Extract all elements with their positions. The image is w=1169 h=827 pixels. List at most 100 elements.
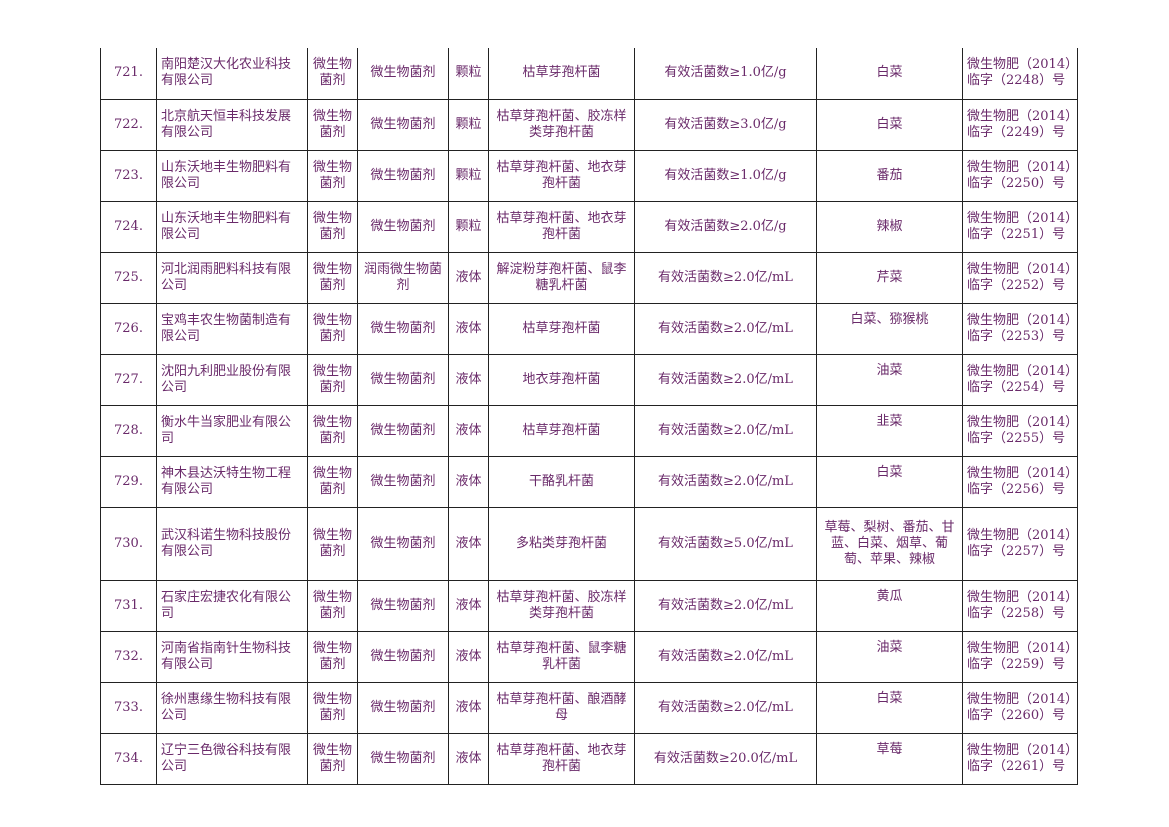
product-category-cell: 微生物菌剂 (307, 48, 358, 100)
product-form-cell: 液体 (448, 732, 489, 785)
strain-list-cell: 干酪乳杆菌 (488, 455, 635, 508)
table-row: 734. 辽宁三色微谷科技有限公司 微生物菌剂 微生物菌剂 液体 枯草芽孢杆菌、地衣芽孢杆… (100, 732, 1078, 785)
company-name-cell: 山东沃地丰生物肥料有限公司 (156, 149, 308, 202)
registration-number-cell: 微生物肥（2014）临字（2257）号 (962, 506, 1078, 581)
company-name-cell: 沈阳九利肥业股份有限公司 (156, 353, 308, 406)
row-number-cell: 732. (100, 630, 157, 683)
row-number-cell: 724. (100, 200, 157, 253)
strain-list-cell: 枯草芽孢杆菌、胶冻样类芽孢杆菌 (488, 579, 635, 632)
registration-number-cell: 微生物肥（2014）临字（2260）号 (962, 681, 1078, 734)
table-row: 727. 沈阳九利肥业股份有限公司 微生物菌剂 微生物菌剂 液体 地衣芽孢杆菌 有效活菌数≥… (100, 353, 1078, 406)
product-form-cell: 液体 (448, 455, 489, 508)
applicable-crops-cell: 白菜、猕猴桃 (816, 302, 963, 355)
product-name-cell: 微生物菌剂 (357, 506, 449, 581)
product-category-cell: 微生物菌剂 (307, 404, 358, 457)
company-name-cell: 南阳楚汉大化农业科技有限公司 (156, 48, 308, 100)
product-name-cell: 微生物菌剂 (357, 732, 449, 785)
product-name-cell: 微生物菌剂 (357, 353, 449, 406)
product-form-cell: 液体 (448, 404, 489, 457)
product-form-cell: 颗粒 (448, 149, 489, 202)
applicable-crops-cell: 白菜 (816, 455, 963, 508)
product-category-cell: 微生物菌剂 (307, 681, 358, 734)
registration-number-cell: 微生物肥（2014）临字（2254）号 (962, 353, 1078, 406)
row-number-cell: 733. (100, 681, 157, 734)
company-name-cell: 山东沃地丰生物肥料有限公司 (156, 200, 308, 253)
strain-list-cell: 枯草芽孢杆菌、胶冻样类芽孢杆菌 (488, 98, 635, 151)
strain-list-cell: 枯草芽孢杆菌 (488, 48, 635, 100)
registration-number-cell: 微生物肥（2014）临字（2261）号 (962, 732, 1078, 785)
row-number-cell: 721. (100, 48, 157, 100)
registration-number-cell: 微生物肥（2014）临字（2256）号 (962, 455, 1078, 508)
table-row: 732. 河南省指南针生物科技有限公司 微生物菌剂 微生物菌剂 液体 枯草芽孢杆菌、鼠李糖… (100, 630, 1078, 683)
product-name-cell: 微生物菌剂 (357, 98, 449, 151)
product-category-cell: 微生物菌剂 (307, 353, 358, 406)
strain-list-cell: 枯草芽孢杆菌 (488, 404, 635, 457)
product-category-cell: 微生物菌剂 (307, 251, 358, 304)
registration-number-cell: 微生物肥（2014）临字（2253）号 (962, 302, 1078, 355)
company-name-cell: 河北润雨肥料科技有限公司 (156, 251, 308, 304)
product-form-cell: 液体 (448, 681, 489, 734)
product-form-cell: 颗粒 (448, 48, 489, 100)
row-number-cell: 726. (100, 302, 157, 355)
applicable-crops-cell: 白菜 (816, 48, 963, 100)
registration-number-cell: 微生物肥（2014）临字（2251）号 (962, 200, 1078, 253)
registration-table: 721. 南阳楚汉大化农业科技有限公司 微生物菌剂 微生物菌剂 颗粒 枯草芽孢杆菌 有效活菌… (100, 48, 1078, 785)
product-form-cell: 颗粒 (448, 200, 489, 253)
product-form-cell: 液体 (448, 302, 489, 355)
company-name-cell: 徐州惠缘生物科技有限公司 (156, 681, 308, 734)
applicable-crops-cell: 草莓、梨树、番茄、甘蓝、白菜、烟草、葡萄、苹果、辣椒 (816, 506, 963, 581)
applicable-crops-cell: 草莓 (816, 732, 963, 785)
product-category-cell: 微生物菌剂 (307, 579, 358, 632)
product-name-cell: 微生物菌剂 (357, 455, 449, 508)
applicable-crops-cell: 油菜 (816, 630, 963, 683)
strain-list-cell: 枯草芽孢杆菌、鼠李糖乳杆菌 (488, 630, 635, 683)
table-row: 723. 山东沃地丰生物肥料有限公司 微生物菌剂 微生物菌剂 颗粒 枯草芽孢杆菌、地衣芽孢… (100, 149, 1078, 202)
table-row: 730. 武汉科诺生物科技股份有限公司 微生物菌剂 微生物菌剂 液体 多粘类芽孢杆菌 有效活… (100, 506, 1078, 581)
product-name-cell: 微生物菌剂 (357, 681, 449, 734)
table-row: 724. 山东沃地丰生物肥料有限公司 微生物菌剂 微生物菌剂 颗粒 枯草芽孢杆菌、地衣芽孢… (100, 200, 1078, 253)
table-row: 726. 宝鸡丰农生物菌制造有限公司 微生物菌剂 微生物菌剂 液体 枯草芽孢杆菌 有效活菌数… (100, 302, 1078, 355)
strain-list-cell: 枯草芽孢杆菌 (488, 302, 635, 355)
product-form-cell: 液体 (448, 630, 489, 683)
product-name-cell: 润雨微生物菌剂 (357, 251, 449, 304)
registration-number-cell: 微生物肥（2014）临字（2250）号 (962, 149, 1078, 202)
technical-indicator-cell: 有效活菌数≥2.0亿/mL (634, 302, 817, 355)
applicable-crops-cell: 辣椒 (816, 200, 963, 253)
technical-indicator-cell: 有效活菌数≥20.0亿/mL (634, 732, 817, 785)
company-name-cell: 神木县达沃特生物工程有限公司 (156, 455, 308, 508)
strain-list-cell: 枯草芽孢杆菌、地衣芽孢杆菌 (488, 732, 635, 785)
row-number-cell: 725. (100, 251, 157, 304)
product-category-cell: 微生物菌剂 (307, 149, 358, 202)
row-number-cell: 729. (100, 455, 157, 508)
applicable-crops-cell: 韭菜 (816, 404, 963, 457)
row-number-cell: 728. (100, 404, 157, 457)
product-form-cell: 颗粒 (448, 98, 489, 151)
technical-indicator-cell: 有效活菌数≥1.0亿/g (634, 48, 817, 100)
table-row: 731. 石家庄宏捷农化有限公司 微生物菌剂 微生物菌剂 液体 枯草芽孢杆菌、胶冻样类芽孢… (100, 579, 1078, 632)
product-category-cell: 微生物菌剂 (307, 455, 358, 508)
product-category-cell: 微生物菌剂 (307, 732, 358, 785)
technical-indicator-cell: 有效活菌数≥2.0亿/mL (634, 353, 817, 406)
product-name-cell: 微生物菌剂 (357, 149, 449, 202)
technical-indicator-cell: 有效活菌数≥2.0亿/mL (634, 630, 817, 683)
registration-number-cell: 微生物肥（2014）临字（2258）号 (962, 579, 1078, 632)
technical-indicator-cell: 有效活菌数≥2.0亿/mL (634, 579, 817, 632)
technical-indicator-cell: 有效活菌数≥2.0亿/mL (634, 404, 817, 457)
strain-list-cell: 解淀粉芽孢杆菌、鼠李糖乳杆菌 (488, 251, 635, 304)
table-row: 725. 河北润雨肥料科技有限公司 微生物菌剂 润雨微生物菌剂 液体 解淀粉芽孢杆菌、鼠李… (100, 251, 1078, 304)
technical-indicator-cell: 有效活菌数≥3.0亿/g (634, 98, 817, 151)
row-number-cell: 731. (100, 579, 157, 632)
row-number-cell: 727. (100, 353, 157, 406)
table-body: 721. 南阳楚汉大化农业科技有限公司 微生物菌剂 微生物菌剂 颗粒 枯草芽孢杆菌 有效活菌… (100, 48, 1078, 785)
product-form-cell: 液体 (448, 579, 489, 632)
company-name-cell: 宝鸡丰农生物菌制造有限公司 (156, 302, 308, 355)
product-name-cell: 微生物菌剂 (357, 404, 449, 457)
technical-indicator-cell: 有效活菌数≥2.0亿/g (634, 200, 817, 253)
product-category-cell: 微生物菌剂 (307, 630, 358, 683)
row-number-cell: 734. (100, 732, 157, 785)
applicable-crops-cell: 黄瓜 (816, 579, 963, 632)
technical-indicator-cell: 有效活菌数≥2.0亿/mL (634, 455, 817, 508)
table-row: 733. 徐州惠缘生物科技有限公司 微生物菌剂 微生物菌剂 液体 枯草芽孢杆菌、酿酒酵母有… (100, 681, 1078, 734)
applicable-crops-cell: 番茄 (816, 149, 963, 202)
registration-number-cell: 微生物肥（2014）临字（2249）号 (962, 98, 1078, 151)
